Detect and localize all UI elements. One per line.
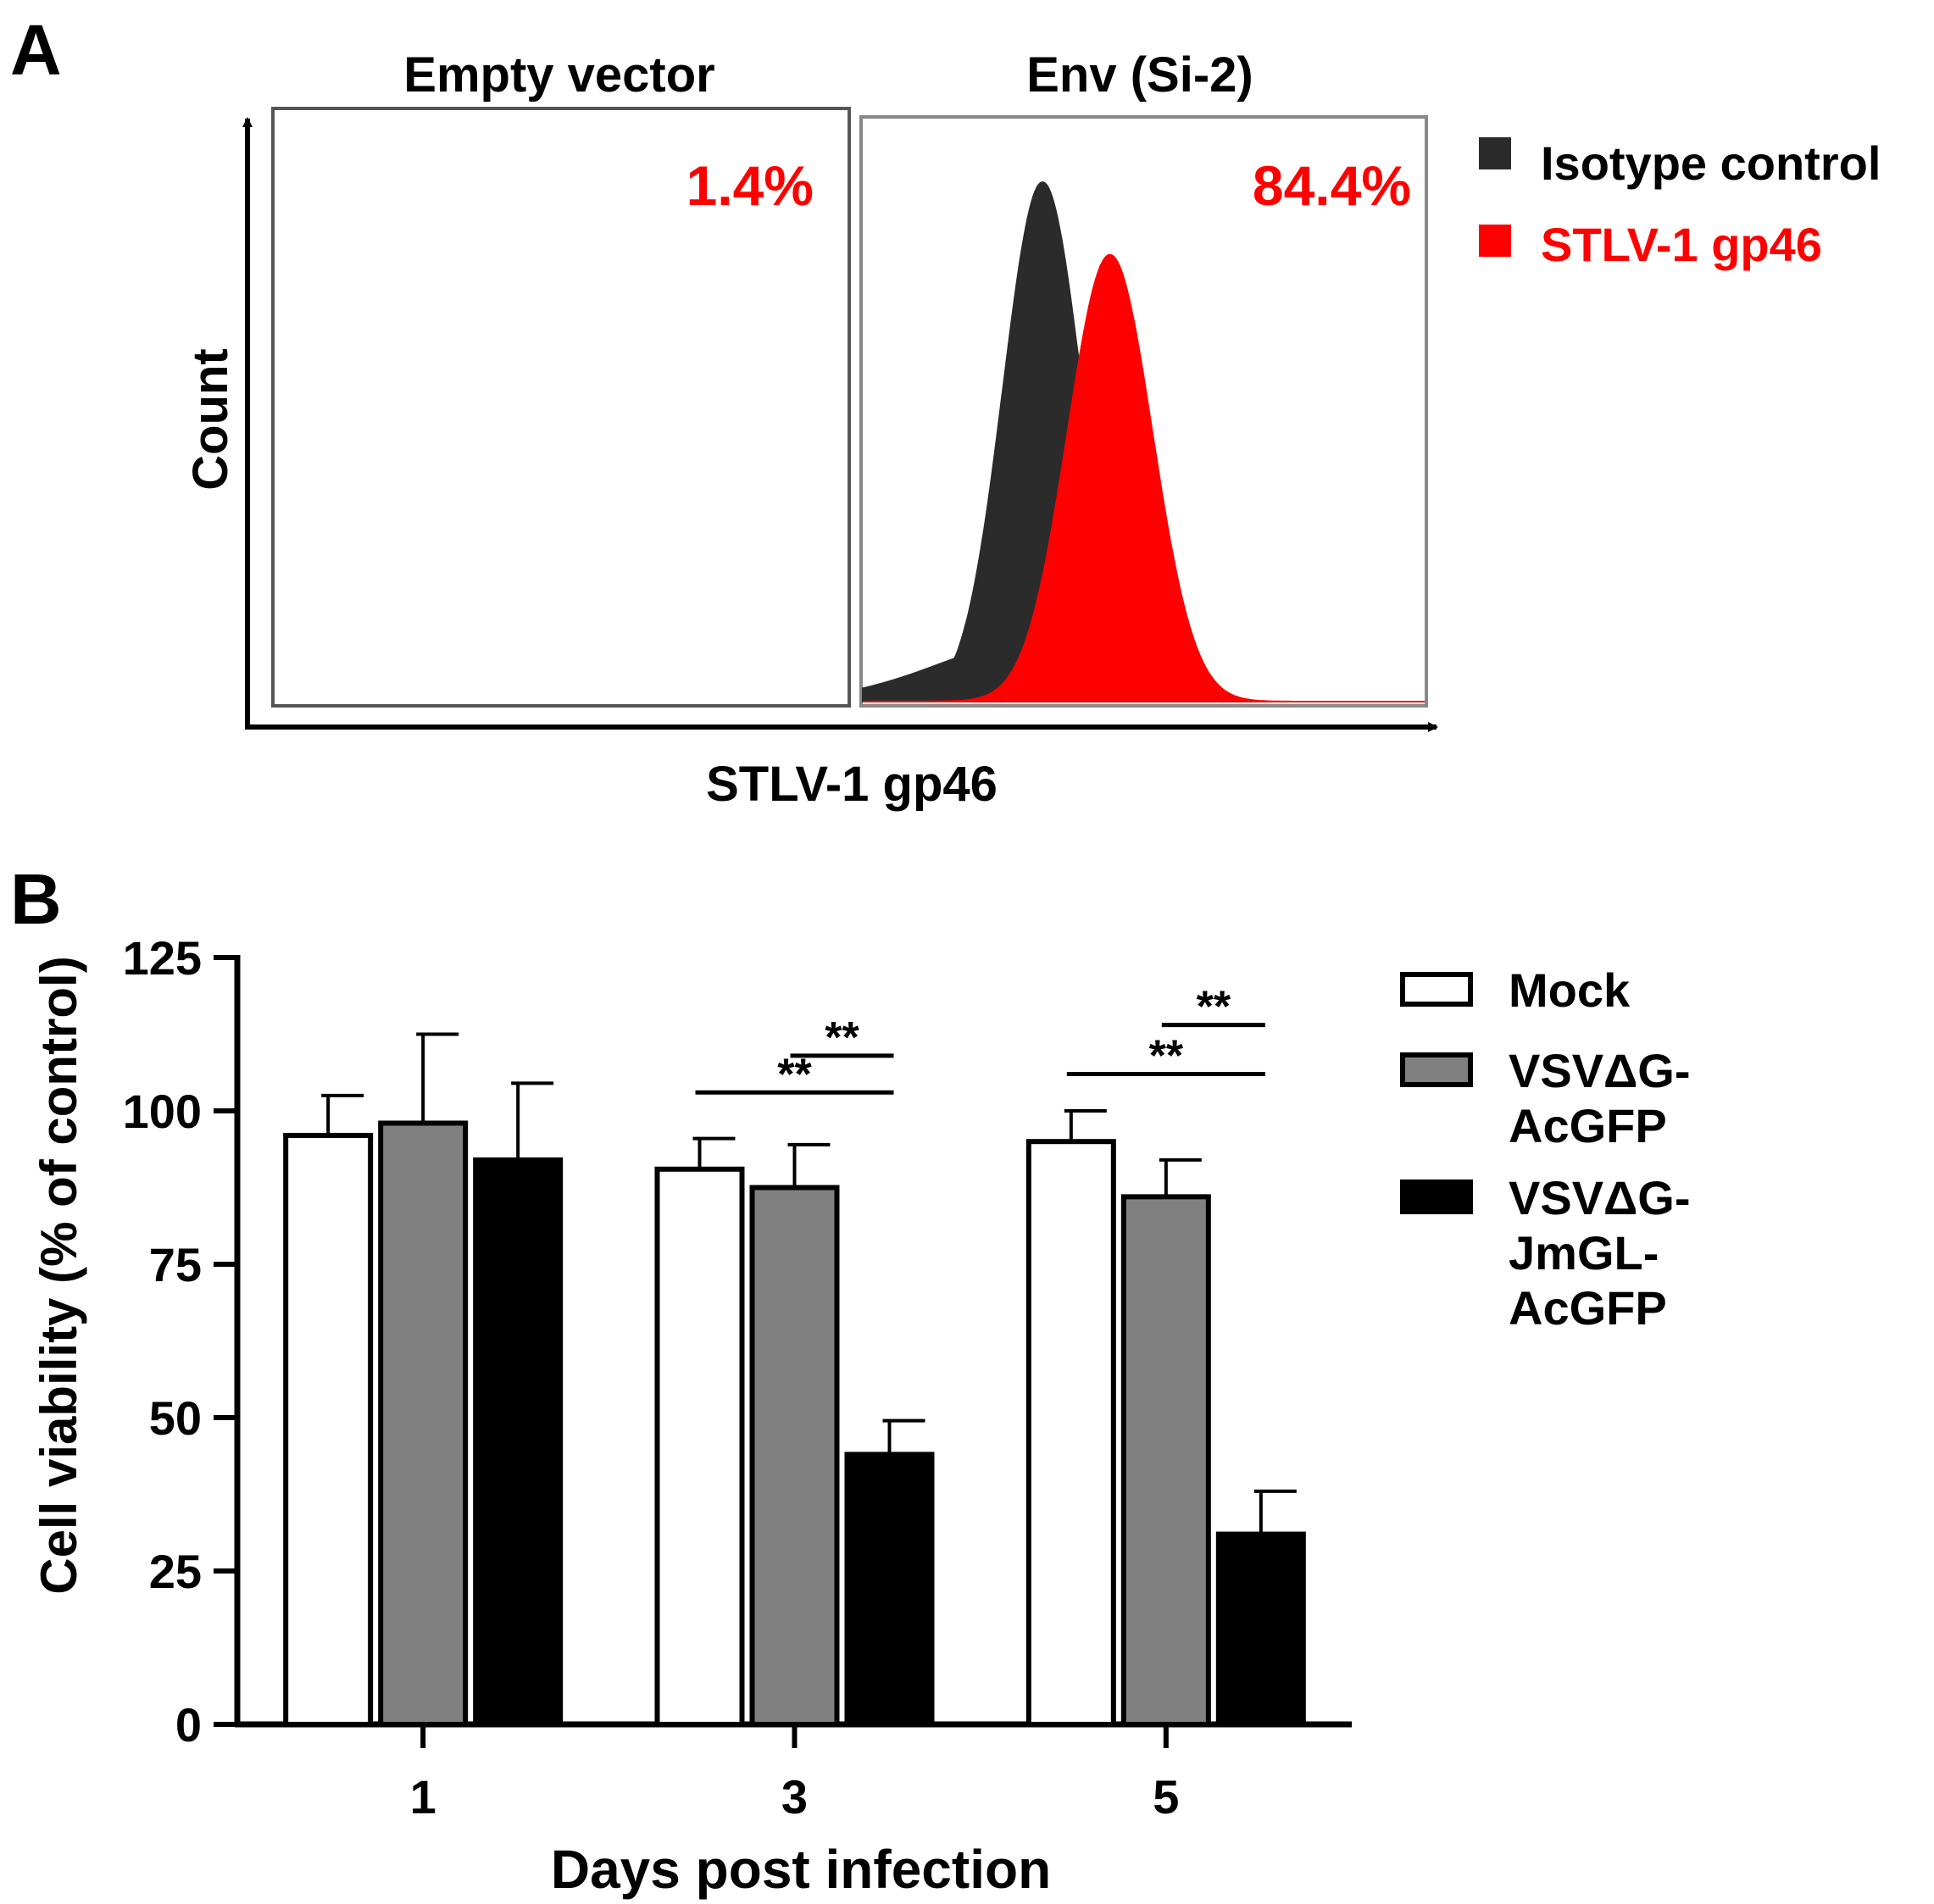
histogram-stlv-gp46-edge xyxy=(863,253,1110,702)
legend-swatch-isotype xyxy=(1479,137,1511,169)
x-tick-label: 5 xyxy=(1153,1770,1179,1824)
panel-b-y-label: Cell viability (% of control) xyxy=(31,956,87,1594)
panel-a-letter: A xyxy=(10,10,62,90)
x-tick-label: 1 xyxy=(410,1770,436,1824)
bar-vsv-g-jmgl-acgfp-day-3 xyxy=(844,1452,935,1727)
y-tick-label: 75 xyxy=(149,1238,202,1291)
panel-a-x-label: STLV-1 gp46 xyxy=(706,757,998,812)
legend-swatch-stlv xyxy=(1479,225,1511,257)
bar-vsv-g-acgfp-day-3 xyxy=(749,1185,840,1727)
legend-label-vsv-acgfp-line2: AcGFP xyxy=(1509,1099,1667,1152)
panel-b: B 0 25 50 75 100 125 1 3 5 ** ** ** ** Days post inf… xyxy=(10,859,1691,1900)
y-tick-label: 100 xyxy=(123,1085,202,1138)
x-tick-label: 3 xyxy=(781,1770,808,1824)
panel-a-y-label: Count xyxy=(183,348,238,491)
bar-vsv-g-jmgl-acgfp-day-5 xyxy=(1215,1531,1306,1728)
legend-swatch-vsv-jmgl xyxy=(1400,1180,1473,1214)
bar-chart: 0 25 50 75 100 125 1 3 5 ** ** ** ** xyxy=(123,931,1352,1824)
histogram-panel-env xyxy=(859,115,1428,708)
legend-label-vsv-jmgl-line3: AcGFP xyxy=(1509,1281,1667,1335)
panel-b-x-label: Days post infection xyxy=(551,1839,1051,1900)
bar-vsv-g-acgfp-day-5 xyxy=(1120,1194,1211,1727)
legend-label-isotype: Isotype control xyxy=(1541,136,1881,190)
panel-b-legend: Mock VSVΔG- AcGFP VSVΔG- JmGL- AcGFP xyxy=(1400,963,1691,1335)
legend-swatch-mock xyxy=(1400,972,1473,1007)
bar-vsv-g-acgfp-day-1 xyxy=(378,1120,469,1727)
significance-label: ** xyxy=(777,1050,812,1099)
legend-label-vsv-acgfp-line1: VSVΔG- xyxy=(1509,1044,1691,1097)
panel-a: A Empty vector 1.4% Env (Si-2) 84.4% STL… xyxy=(10,10,1881,812)
histogram-stlv-gp46 xyxy=(863,253,1425,702)
bar-vsv-g-jmgl-acgfp-day-1 xyxy=(473,1157,564,1728)
histogram-curves xyxy=(862,180,1425,702)
legend-label-vsv-jmgl-line2: JmGL- xyxy=(1509,1226,1659,1280)
legend-label-mock: Mock xyxy=(1509,963,1631,1017)
percent-empty-vector: 1.4% xyxy=(686,154,814,217)
panel-a-legend: Isotype control STLV-1 gp46 xyxy=(1479,136,1881,271)
panel-title-empty-vector: Empty vector xyxy=(403,47,714,103)
panel-b-letter: B xyxy=(10,859,62,939)
panel-title-env: Env (Si-2) xyxy=(1026,47,1253,103)
significance-label: ** xyxy=(1197,983,1231,1032)
bar-mock-day-5 xyxy=(1025,1139,1116,1727)
bar-mock-day-1 xyxy=(283,1132,374,1727)
y-tick-label: 125 xyxy=(123,931,202,985)
bar-mock-day-3 xyxy=(654,1166,745,1727)
histogram-panel-empty-vector xyxy=(271,107,851,708)
y-tick-label: 0 xyxy=(175,1698,202,1751)
legend-label-stlv: STLV-1 gp46 xyxy=(1541,218,1822,271)
y-tick-label: 25 xyxy=(149,1545,202,1598)
y-tick-label: 50 xyxy=(149,1391,202,1445)
significance-label: ** xyxy=(1149,1032,1184,1081)
significance-label: ** xyxy=(825,1013,859,1063)
legend-label-vsv-jmgl-line1: VSVΔG- xyxy=(1509,1171,1691,1224)
percent-env: 84.4% xyxy=(1253,154,1411,217)
legend-swatch-vsv-acgfp xyxy=(1400,1052,1473,1087)
